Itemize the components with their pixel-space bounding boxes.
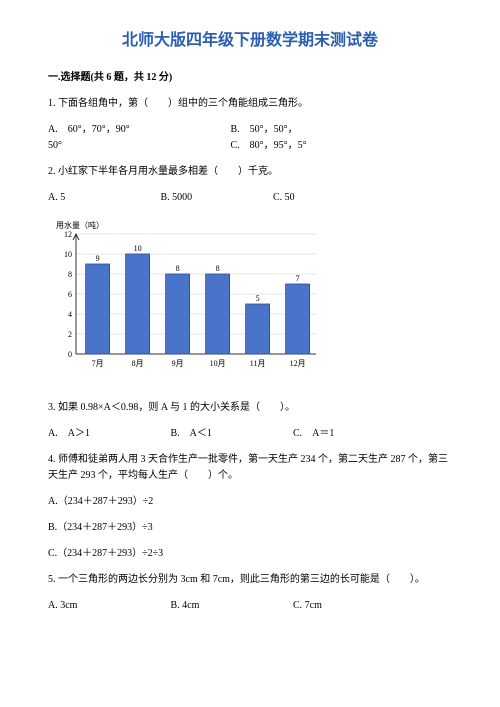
q4-option-c: C.（234＋287＋293）÷2÷3 <box>48 546 452 562</box>
svg-text:12: 12 <box>64 230 72 239</box>
q1-option-b: B. 50°，50°， <box>231 122 341 138</box>
svg-text:4: 4 <box>68 310 72 319</box>
question-4: 4. 师傅和徒弟两人用 3 天合作生产一批零件，第一天生产 234 个，第二天生… <box>48 452 452 484</box>
question-2-options: A. 5 B. 5000 C. 50 <box>48 190 452 206</box>
svg-text:8: 8 <box>216 264 220 273</box>
question-5-options: A. 3cm B. 4cm C. 7cm <box>48 598 452 614</box>
svg-text:8月: 8月 <box>132 359 144 368</box>
q3-option-b: B. A＜1 <box>171 426 291 442</box>
section-heading-1: 一.选择题(共 6 题，共 12 分) <box>48 70 452 86</box>
q4-option-b: B.（234＋287＋293）÷3 <box>48 520 452 536</box>
q1-option-c: C. 80°，95°，5° <box>231 138 307 154</box>
q1-option-a: A. 60°，70°，90° <box>48 122 228 138</box>
svg-text:7月: 7月 <box>92 359 104 368</box>
svg-text:11月: 11月 <box>250 359 266 368</box>
svg-text:6: 6 <box>68 290 72 299</box>
svg-text:0: 0 <box>68 350 72 359</box>
svg-text:12月: 12月 <box>290 359 306 368</box>
q3-option-c: C. A＝1 <box>293 426 334 442</box>
q4-option-a: A.（234＋287＋293）÷2 <box>48 494 452 510</box>
svg-text:9: 9 <box>96 254 100 263</box>
question-1: 1. 下面各组角中，第（ ）组中的三个角能组成三角形。 <box>48 96 452 112</box>
svg-text:8: 8 <box>176 264 180 273</box>
svg-text:9月: 9月 <box>172 359 184 368</box>
q5-option-c: C. 7cm <box>293 598 322 614</box>
water-usage-chart: 用水量（吨） 0 2 4 6 8 10 12 9 7月 10 8月 8 9月 8 10月 5 11月 7 12月 <box>48 216 328 386</box>
q2-option-b: B. 5000 <box>161 190 271 206</box>
q3-option-a: A. A＞1 <box>48 426 168 442</box>
question-2: 2. 小红家下半年各月用水量最多相差（ ）千克。 <box>48 164 452 180</box>
q1-option-b-cont: 50° <box>48 138 228 154</box>
svg-text:7: 7 <box>296 274 300 283</box>
q2-option-a: A. 5 <box>48 190 158 206</box>
svg-text:10: 10 <box>64 250 72 259</box>
page-title: 北师大版四年级下册数学期末测试卷 <box>48 28 452 54</box>
question-3: 3. 如果 0.98×A＜0.98，则 A 与 1 的大小关系是（ ）。 <box>48 400 452 416</box>
q5-option-b: B. 4cm <box>171 598 291 614</box>
svg-text:2: 2 <box>68 330 72 339</box>
svg-text:10月: 10月 <box>210 359 226 368</box>
q2-option-c: C. 50 <box>273 190 295 206</box>
svg-text:5: 5 <box>256 294 260 303</box>
q5-option-a: A. 3cm <box>48 598 168 614</box>
question-5: 5. 一个三角形的两边长分别为 3cm 和 7cm，则此三角形的第三边的长可能是… <box>48 572 452 588</box>
question-1-options: A. 60°，70°，90° B. 50°，50°， 50° C. 80°，95… <box>48 122 452 154</box>
svg-text:10: 10 <box>134 244 142 253</box>
question-3-options: A. A＞1 B. A＜1 C. A＝1 <box>48 426 452 442</box>
svg-text:8: 8 <box>68 270 72 279</box>
svg-text:用水量（吨）: 用水量（吨） <box>56 220 104 230</box>
